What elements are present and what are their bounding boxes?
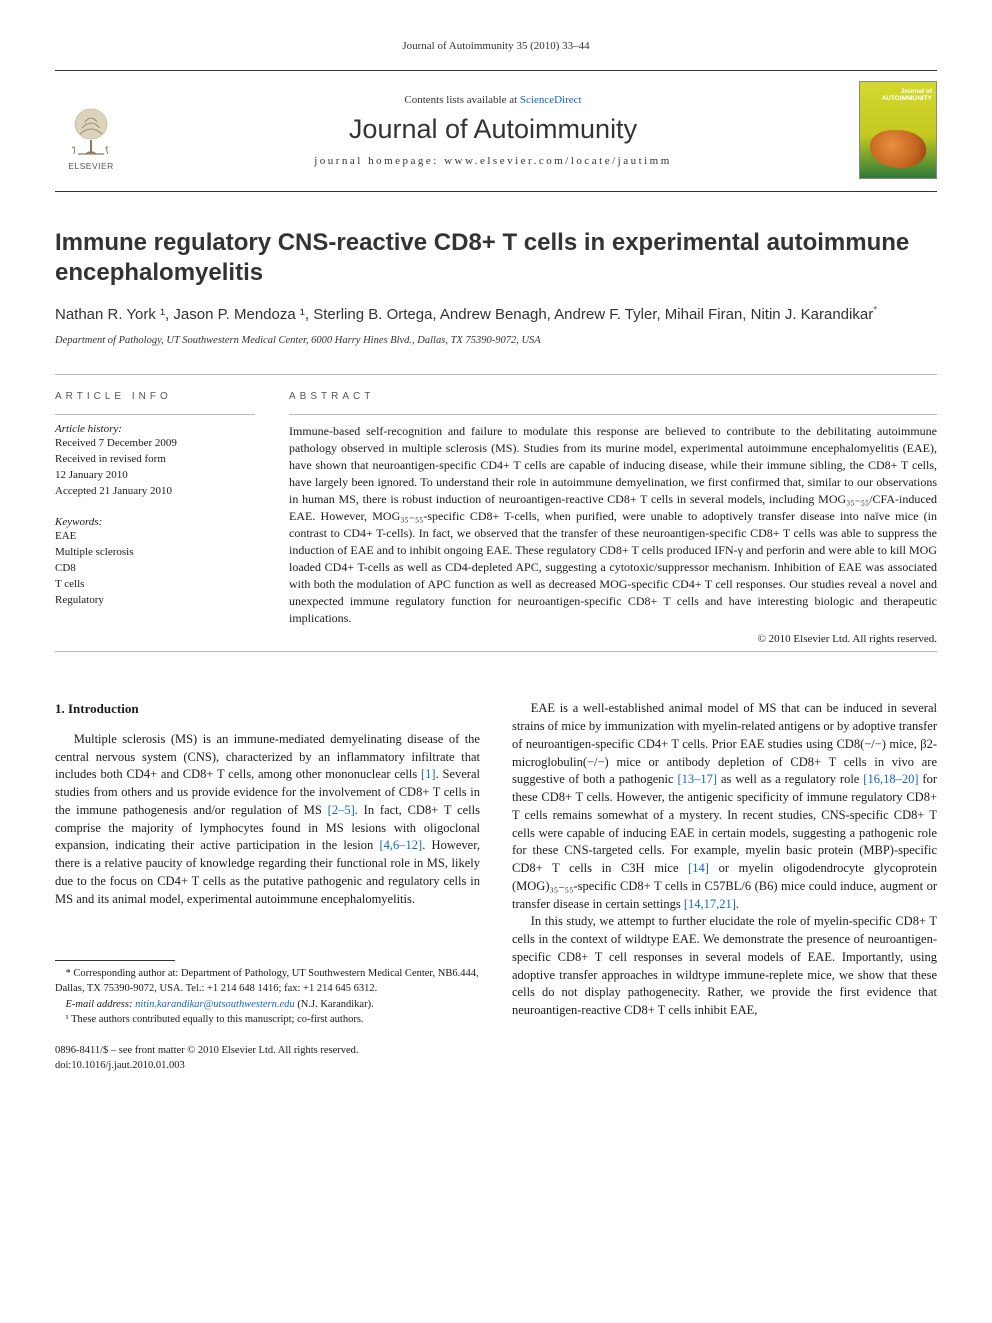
- cover-art-icon: [870, 130, 926, 168]
- body-columns: 1. Introduction Multiple sclerosis (MS) …: [55, 700, 937, 1073]
- journal-cover-thumb: Journal of AUTOIMMUNITY: [859, 81, 937, 179]
- abstract-head: ABSTRACT: [289, 391, 937, 402]
- contents-line: Contents lists available at ScienceDirec…: [141, 94, 845, 106]
- citation-link[interactable]: [2–5]: [328, 803, 355, 817]
- section-heading-intro: 1. Introduction: [55, 700, 480, 718]
- issn-line: 0896-8411/$ – see front matter © 2010 El…: [55, 1044, 480, 1059]
- journal-title: Journal of Autoimmunity: [141, 114, 845, 145]
- homepage-prefix: journal homepage:: [314, 155, 444, 167]
- keyword: EAE: [55, 529, 255, 545]
- publisher-logo: ELSEVIER: [55, 89, 127, 171]
- citation-link[interactable]: [4,6–12]: [379, 838, 422, 852]
- publisher-name: ELSEVIER: [68, 161, 114, 171]
- abstract-text: Immune-based self-recognition and failur…: [289, 423, 937, 627]
- homepage-line: journal homepage: www.elsevier.com/locat…: [141, 155, 845, 167]
- running-head: Journal of Autoimmunity 35 (2010) 33–44: [55, 40, 937, 52]
- info-rule: [55, 414, 255, 415]
- corresponding-asterisk: *: [873, 305, 877, 316]
- article-title: Immune regulatory CNS-reactive CD8+ T ce…: [55, 228, 937, 288]
- body-paragraph: EAE is a well-established animal model o…: [512, 700, 937, 913]
- body-text: for these CD8+ T cells. However, the ant…: [512, 772, 937, 875]
- citation-link[interactable]: [16,18–20]: [863, 772, 918, 786]
- affiliation: Department of Pathology, UT Southwestern…: [55, 335, 937, 346]
- equal-contrib-footnote: ¹ These authors contributed equally to t…: [55, 1013, 480, 1028]
- abstract-col: ABSTRACT Immune-based self-recognition a…: [289, 391, 937, 645]
- elsevier-tree-icon: [68, 106, 114, 158]
- body-text: as well as a regulatory role: [717, 772, 863, 786]
- contents-prefix: Contents lists available at: [404, 94, 519, 106]
- masthead: ELSEVIER Contents lists available at Sci…: [55, 71, 937, 192]
- info-bottom-rule: [55, 651, 937, 652]
- corresponding-footnote: * Corresponding author at: Department of…: [55, 967, 480, 996]
- abstract-copyright: © 2010 Elsevier Ltd. All rights reserved…: [289, 633, 937, 645]
- body-paragraph: Multiple sclerosis (MS) is an immune-med…: [55, 731, 480, 909]
- footnotes: * Corresponding author at: Department of…: [55, 967, 480, 1028]
- email-footnote: E-mail address: nitin.karandikar@utsouth…: [55, 998, 480, 1013]
- authors-text: Nathan R. York ¹, Jason P. Mendoza ¹, St…: [55, 306, 873, 323]
- email-suffix: (N.J. Karandikar).: [295, 999, 374, 1010]
- homepage-url: www.elsevier.com/locate/jautimm: [444, 155, 672, 167]
- abstract-rule: [289, 414, 937, 415]
- email-link[interactable]: nitin.karandikar@utsouthwestern.edu: [135, 999, 295, 1010]
- sciencedirect-link[interactable]: ScienceDirect: [520, 94, 582, 106]
- citation-link[interactable]: [14,17,21]: [684, 897, 736, 911]
- history-line: Received 7 December 2009: [55, 436, 255, 452]
- keywords-label: Keywords:: [55, 516, 255, 528]
- body-text: Multiple sclerosis (MS) is an immune-med…: [55, 732, 480, 782]
- citation-link[interactable]: [14]: [688, 861, 709, 875]
- citation-link[interactable]: [13–17]: [677, 772, 717, 786]
- citation-link[interactable]: [1]: [421, 767, 436, 781]
- article-info-head: ARTICLE INFO: [55, 391, 255, 402]
- article-history-label: Article history:: [55, 423, 255, 435]
- bottom-meta: 0896-8411/$ – see front matter © 2010 El…: [55, 1044, 480, 1073]
- keyword: CD8: [55, 561, 255, 577]
- email-label: E-mail address:: [66, 999, 136, 1010]
- footnote-rule: [55, 960, 175, 961]
- body-paragraph: In this study, we attempt to further elu…: [512, 913, 937, 1020]
- history-line: Accepted 21 January 2010: [55, 484, 255, 500]
- history-line: 12 January 2010: [55, 468, 255, 484]
- body-text: .: [736, 897, 739, 911]
- info-top-rule: [55, 374, 937, 375]
- history-line: Received in revised form: [55, 452, 255, 468]
- keyword: T cells: [55, 577, 255, 593]
- keyword: Regulatory: [55, 593, 255, 609]
- cover-title: Journal of AUTOIMMUNITY: [864, 88, 932, 102]
- authors-list: Nathan R. York ¹, Jason P. Mendoza ¹, St…: [55, 304, 937, 325]
- keyword: Multiple sclerosis: [55, 545, 255, 561]
- doi-line: doi:10.1016/j.jaut.2010.01.003: [55, 1059, 480, 1074]
- article-info-col: ARTICLE INFO Article history: Received 7…: [55, 391, 255, 645]
